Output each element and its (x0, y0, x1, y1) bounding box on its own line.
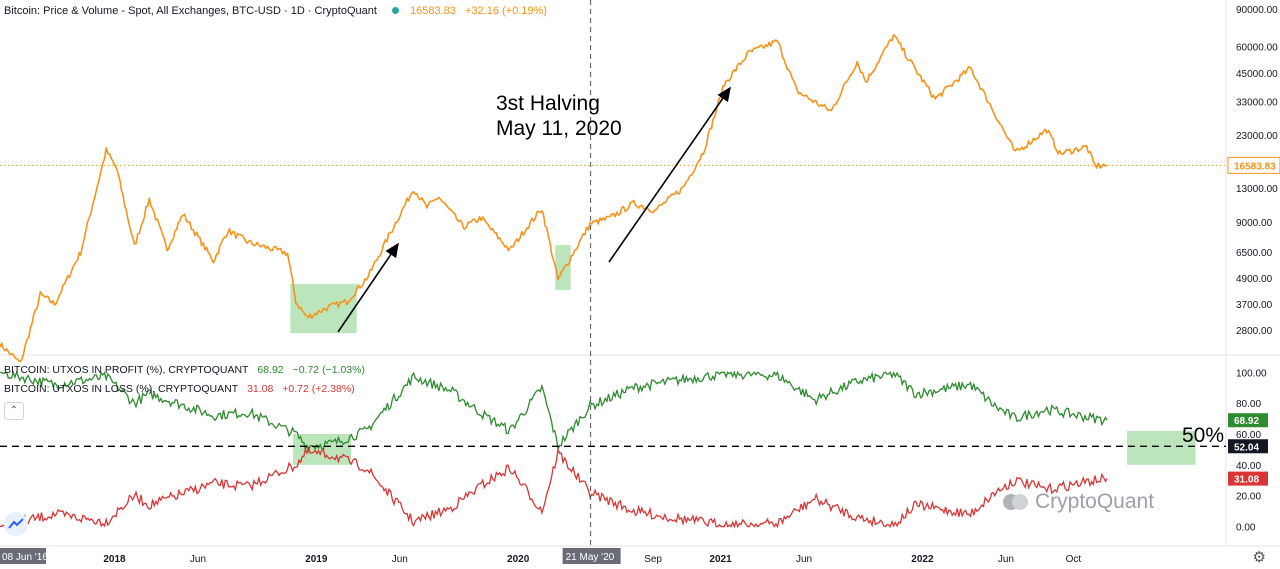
indicator-highlight-box (293, 433, 352, 465)
indicator-value-tag-label: 31.08 (1234, 475, 1259, 486)
time-axis-tick: 2020 (507, 554, 530, 565)
gear-icon[interactable]: ⚙ (1252, 549, 1266, 566)
price-axis-tick: 4900.00 (1236, 274, 1273, 285)
price-series-line (0, 34, 1108, 362)
price-axis-tick: 13000.00 (1236, 184, 1278, 195)
indicator-value-tag-label: 52.04 (1234, 442, 1259, 453)
indicator-value-tag (1228, 439, 1268, 454)
price-axis-tick: 23000.00 (1236, 131, 1278, 142)
indicator-axis-tick: 20.00 (1236, 492, 1261, 503)
trend-arrow (608, 86, 731, 263)
live-dot-icon (391, 7, 399, 14)
time-axis-tick: Jun (392, 554, 408, 565)
trend-arrow (337, 242, 399, 333)
watermark: CryptoQuant (1003, 490, 1154, 514)
indicator-axis-tick: 80.00 (1236, 399, 1261, 410)
loss-legend: BITCOIN: UTXOS IN LOSS (%), CRYPTOQUANT … (4, 383, 361, 395)
indicator-axis-tick: 0.00 (1236, 523, 1256, 534)
chart-title: Bitcoin: Price & Volume - Spot, All Exch… (4, 5, 377, 17)
indicator-axis-tick: 100.00 (1236, 368, 1267, 379)
time-axis-tick: 2018 (103, 554, 126, 565)
price-axis-tick: 33000.00 (1236, 98, 1278, 109)
profit-legend-value: 68.92 (257, 364, 284, 376)
halving-annotation-line1: 3st Halving (496, 92, 600, 115)
profit-series-line (0, 370, 1108, 454)
indicator-value-tag (1228, 413, 1268, 428)
loss-legend-change: +0.72 (+2.38%) (282, 383, 355, 395)
collapse-legend-button[interactable]: ⌃ (4, 402, 24, 420)
last-price: 16583.83 (410, 5, 456, 17)
halving-date-label: 21 May '20 (566, 552, 615, 563)
last-price-tag (1227, 156, 1280, 174)
profit-legend-change: −0.72 (−1.03%) (292, 364, 365, 376)
loss-legend-label: BITCOIN: UTXOS IN LOSS (%), CRYPTOQUANT (4, 383, 239, 395)
profit-legend-label: BITCOIN: UTXOS IN PROFIT (%), CRYPTOQUAN… (4, 364, 249, 376)
time-axis-tick: Sep (644, 554, 662, 565)
tradingview-logo-icon[interactable] (4, 512, 28, 536)
fifty-percent-annotation: 50% (1182, 424, 1224, 447)
price-axis-tick: 90000.00 (1236, 5, 1278, 16)
time-axis-tick: 2021 (709, 554, 732, 565)
price-highlight-box (555, 245, 571, 291)
last-price-tag-label: 16583.83 (1234, 161, 1276, 172)
time-axis-tick: Oct (1066, 554, 1082, 565)
halving-annotation-line2: May 11, 2020 (496, 117, 622, 140)
cryptoquant-logo-icon (1003, 492, 1029, 512)
time-axis-tick: Jun (796, 554, 812, 565)
indicator-value-tag (1228, 471, 1268, 486)
time-axis-tick: Jun (190, 554, 206, 565)
price-change: +32.16 (+0.19%) (465, 5, 547, 17)
time-axis-tick: Jun (998, 554, 1014, 565)
loss-series-line (0, 445, 1108, 529)
loss-legend-value: 31.08 (247, 383, 274, 395)
price-axis-tick: 6500.00 (1236, 248, 1273, 259)
indicator-value-tag-label: 68.92 (1234, 416, 1259, 427)
price-axis-tick: 45000.00 (1236, 69, 1278, 80)
price-axis-tick: 9000.00 (1236, 218, 1273, 229)
price-axis-tick: 60000.00 (1236, 42, 1278, 53)
watermark-text: CryptoQuant (1035, 490, 1155, 513)
range-start-tag (0, 548, 46, 564)
halving-date-tag (562, 548, 621, 564)
chart-header: Bitcoin: Price & Volume - Spot, All Exch… (4, 5, 553, 17)
profit-legend: BITCOIN: UTXOS IN PROFIT (%), CRYPTOQUAN… (4, 364, 371, 376)
time-axis-tick: 2019 (305, 554, 328, 565)
indicator-highlight-box (1127, 430, 1196, 465)
price-axis-tick: 3700.00 (1236, 300, 1273, 311)
price-axis-tick: 2800.00 (1236, 326, 1273, 337)
time-axis-tick: 2022 (911, 554, 934, 565)
range-start-label: 08 Jun '16 (2, 552, 48, 563)
indicator-axis-tick: 40.00 (1236, 461, 1261, 472)
indicator-axis-tick: 60.00 (1236, 430, 1261, 441)
